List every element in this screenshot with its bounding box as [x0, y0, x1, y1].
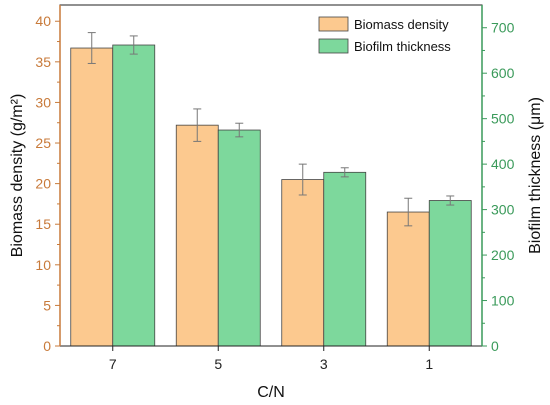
left-tick-label: 30 — [35, 94, 51, 110]
bar-biofilm-thickness — [217, 129, 261, 347]
legend: Biomass density Biofilm thickness — [318, 16, 451, 54]
bar-biomass-density — [70, 47, 114, 347]
bar-biomass-density — [386, 211, 430, 347]
legend-swatch-biofilm-thickness — [318, 38, 349, 54]
right-tick-label: 100 — [491, 293, 515, 309]
legend-label-biofilm-thickness: Biofilm thickness — [354, 39, 451, 54]
left-tick-label: 40 — [35, 13, 51, 29]
left-tick-label: 20 — [35, 176, 51, 192]
legend-swatch-biomass-density — [318, 16, 349, 32]
x-axis-title: C/N — [257, 384, 285, 401]
right-tick-label: 200 — [491, 247, 515, 263]
bars-group — [70, 44, 472, 347]
right-tick-label: 600 — [491, 65, 515, 81]
bar-biomass-density — [175, 124, 219, 347]
y-axis-left-title: Biomass density (g/m²) — [9, 94, 26, 258]
x-tick-label: 3 — [320, 356, 328, 372]
right-tick-label: 700 — [491, 20, 515, 36]
right-tick-label: 300 — [491, 202, 515, 218]
x-tick-label: 7 — [109, 356, 117, 372]
bar-biomass-density — [281, 179, 325, 347]
right-axis: 0 100 200 300 400 500 600 700 — [481, 5, 515, 354]
left-tick-label: 15 — [35, 216, 51, 232]
bar-biofilm-thickness — [112, 44, 156, 347]
left-tick-label: 25 — [35, 135, 51, 151]
x-tick-label: 5 — [214, 356, 222, 372]
left-tick-label: 10 — [35, 257, 51, 273]
right-tick-label: 0 — [491, 338, 499, 354]
left-axis: 0 5 10 15 20 25 30 35 40 — [35, 5, 61, 354]
bar-biofilm-thickness — [428, 200, 472, 347]
left-tick-label: 35 — [35, 54, 51, 70]
x-axis: 7 5 3 1 — [109, 346, 433, 372]
legend-label-biomass-density: Biomass density — [354, 17, 449, 32]
x-tick-label: 1 — [425, 356, 433, 372]
right-tick-label: 400 — [491, 156, 515, 172]
bar-biofilm-thickness — [323, 171, 367, 347]
right-tick-label: 500 — [491, 111, 515, 127]
left-tick-label: 0 — [43, 338, 51, 354]
y-axis-right-title: Biofilm thickness (μm) — [527, 97, 544, 254]
error-bars-group — [87, 32, 455, 227]
left-tick-label: 5 — [43, 297, 51, 313]
